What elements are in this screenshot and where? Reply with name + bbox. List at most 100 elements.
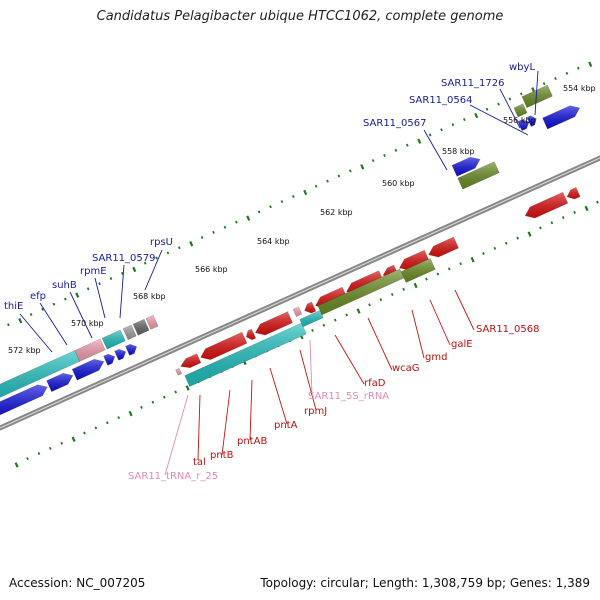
gene-label-sar11-trna-r-25[interactable]: SAR11_tRNA_r_25	[128, 471, 218, 482]
gc-reverse-bottom-b-shade	[401, 258, 436, 283]
ruler-tick-inner	[71, 436, 76, 443]
gc-forward-left-shade	[0, 350, 80, 398]
ruler-tick-outer	[588, 61, 593, 67]
leader-gale	[429, 299, 451, 346]
gc-reverse-wbyl-b-shade	[522, 85, 553, 108]
ruler-tick-outer	[303, 189, 308, 196]
ruler-tick-outer	[18, 318, 23, 324]
cds-wcag-shade	[346, 270, 384, 294]
gene-label-gmd[interactable]: gmd	[425, 352, 447, 363]
gene-label-rfad[interactable]: rfaD	[364, 378, 386, 389]
gene-label-gale[interactable]: galE	[451, 339, 473, 350]
leader-efp	[39, 302, 68, 346]
ruler-tick-outer	[508, 97, 512, 101]
ruler-tick-outer	[417, 138, 422, 144]
ruler-tick-outer	[212, 230, 215, 234]
ruler-tick-outer	[98, 282, 101, 286]
cds-thie-shade	[0, 384, 48, 415]
cds-wbyl-a-shade	[527, 115, 537, 127]
ruler-tick-inner	[402, 287, 406, 291]
ruler-tick-inner	[94, 426, 98, 430]
tick-label-560: 560 kbp	[382, 179, 415, 188]
ruler-tick-outer	[348, 169, 352, 173]
gene-label-sar11-0579[interactable]: SAR11_0579	[92, 253, 156, 264]
ruler-tick-outer	[428, 133, 432, 137]
cds-pntb-shade	[200, 332, 247, 360]
ruler-tick-outer	[542, 82, 546, 86]
leader-5s-rrna	[309, 339, 313, 396]
cds-rpmj-shade	[304, 302, 316, 314]
ruler-tick-outer	[326, 179, 329, 183]
gene-label-sar11-5s-rrna[interactable]: SAR11_5S_rRNA	[308, 391, 389, 402]
tick-label-554: 554 kbp	[563, 84, 596, 93]
gene-label-pntab[interactable]: pntAB	[237, 436, 267, 447]
ruler-tick-inner	[470, 257, 475, 263]
ruler-tick-inner	[561, 216, 565, 220]
ruler-tick-inner	[413, 282, 418, 289]
gene-label-thie[interactable]: thiE	[4, 301, 23, 312]
leader-rfad	[334, 334, 365, 385]
map-title: Candidatus Pelagibacter ubique HTCC1062,…	[96, 9, 504, 24]
ruler-tick-outer	[143, 261, 147, 265]
cds-sar11-0568-shade	[428, 237, 459, 257]
ruler-tick-outer	[29, 312, 33, 316]
ruler-tick-inner	[356, 308, 361, 314]
ruler-tick-outer	[337, 174, 341, 178]
ruler-tick-inner	[493, 246, 497, 250]
ruler-tick-outer	[257, 210, 261, 214]
ruler-tick-outer	[280, 200, 284, 204]
tick-label-572: 572 kbp	[8, 346, 41, 355]
ruler-tick-outer	[166, 251, 170, 255]
gene-label-rpme[interactable]: rpmE	[80, 266, 107, 277]
cds-efp-shade	[46, 373, 73, 392]
gene-label-suhb[interactable]: suhB	[52, 280, 77, 291]
cds-rpme-shade	[103, 354, 115, 366]
ruler-tick-outer	[64, 297, 67, 301]
ruler-tick-inner	[185, 385, 190, 391]
leader-trna-r25	[164, 394, 189, 476]
gene-label-sar11-1726[interactable]: SAR11_1726	[441, 78, 505, 89]
cds-pnta-shade	[255, 311, 293, 335]
leader-pnta	[269, 367, 288, 425]
ruler-tick-inner	[345, 313, 349, 317]
ruler-tick-inner	[459, 262, 463, 266]
gene-label-efp[interactable]: efp	[30, 291, 46, 302]
ruler-tick-inner	[527, 231, 532, 237]
gene-label-rpmj[interactable]: rpmJ	[304, 406, 327, 417]
gene-label-wbyl[interactable]: wbyL	[509, 62, 535, 73]
ruler-tick-outer	[109, 277, 113, 281]
tick-label-556: 556 kbp	[503, 116, 536, 125]
ruler-tick-outer	[235, 220, 238, 224]
gene-label-pnta[interactable]: pntA	[274, 420, 298, 431]
gc-reverse-wbyl-shade	[513, 103, 528, 117]
gene-label-sar11-0564[interactable]: SAR11_0564	[409, 95, 473, 106]
ruler-tick-outer	[200, 236, 204, 240]
ruler-tick-outer	[178, 246, 181, 250]
cds-sar11-1726-shade	[517, 119, 529, 131]
gene-label-wcag[interactable]: wcaG	[392, 363, 420, 374]
gene-label-pntb[interactable]: pntB	[210, 450, 234, 461]
leader-sar11-1726	[499, 88, 521, 129]
cds-gale-shade	[399, 250, 430, 271]
cds-tal-shade	[180, 353, 201, 368]
ruler-tick-inner	[390, 293, 394, 297]
leader-rpmj	[299, 349, 317, 411]
ruler-tick-inner	[60, 441, 64, 445]
tick-label-564: 564 kbp	[257, 237, 290, 246]
forward-gene-labels: wbyL SAR11_1726 SAR11_0564 SAR11_0567 rp…	[4, 62, 535, 312]
gene-label-rpsu[interactable]: rpsU	[150, 237, 173, 248]
cds-pntab-shade	[246, 329, 256, 340]
accession-text: Accession: NC_007205	[9, 576, 146, 590]
ruler-tick-inner	[14, 462, 19, 468]
ruler-tick-inner	[436, 272, 440, 276]
cds-suhb-shade	[72, 359, 104, 381]
leader-tal	[197, 394, 201, 461]
leader-rpsu	[144, 249, 163, 291]
gene-label-sar11-0568[interactable]: SAR11_0568	[476, 324, 540, 335]
gene-label-tal[interactable]: tal	[193, 457, 206, 468]
gene-label-sar11-0567[interactable]: SAR11_0567	[363, 118, 427, 129]
rna-small-shade	[145, 315, 159, 330]
ruler-tick-inner	[539, 226, 542, 230]
gc-forward-mid-shade	[102, 330, 126, 350]
